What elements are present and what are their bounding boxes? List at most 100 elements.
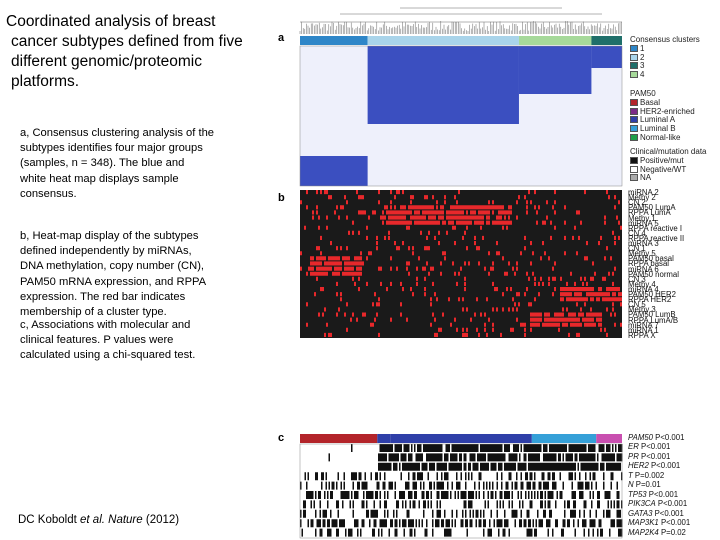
legend-swatch [630, 116, 638, 124]
legend-item: Negative/WT [630, 165, 706, 175]
feature-rows-frame [299, 443, 623, 539]
caption-line: consensus. [20, 187, 77, 200]
legend-swatch [630, 165, 638, 173]
legend-item: Positive/mut [630, 156, 706, 166]
cluster-bar-segment [518, 36, 592, 45]
feature-pvalue: P<0.001 [638, 451, 671, 461]
consensus-block [518, 46, 592, 94]
heatmap-row-label: CN 3 [628, 274, 646, 284]
heatmap-row-label: RPPA reactive II [628, 233, 685, 243]
feature-name: GATA3 [628, 508, 653, 518]
legend-swatch [630, 44, 638, 52]
legend-swatch [630, 62, 638, 70]
dendrogram [299, 7, 622, 34]
heatmap-row-label: PAM50 LumA [628, 203, 676, 213]
slide-title: Coordinated analysis of breast cancer su… [6, 12, 278, 92]
caption-line: calculated using a chi-squared test. [20, 349, 196, 362]
legend-title: Consensus clusters [630, 35, 700, 44]
feature-pvalue: P<0.001 [652, 508, 684, 518]
feature-pvalue: P=0.01 [633, 480, 661, 490]
legend-label: 1 [640, 43, 645, 53]
feature-row-label: GATA3 P<0.001 [628, 508, 684, 518]
consensus-block [367, 46, 519, 124]
feature-pvalue: P<0.001 [638, 442, 671, 452]
heatmap-row-label: RPPA basal [628, 259, 670, 269]
heatmap-row-label: Methy 4 [628, 279, 656, 289]
legend-label: Luminal A [640, 115, 676, 125]
citation: DC Koboldt et al. Nature (2012) [18, 514, 179, 526]
feature-name: ER [628, 442, 639, 452]
legend-item: Luminal B [630, 124, 695, 134]
legend-label: 3 [640, 61, 645, 71]
legend-swatch [630, 53, 638, 61]
cluster-bar-segment [591, 36, 622, 45]
feature-name: PR [628, 451, 639, 461]
feature-row-label: T P=0.002 [628, 471, 664, 480]
heatmap-row-label: RPPA LumA/B [628, 315, 679, 325]
feature-row-label: PIK3CA P<0.001 [628, 500, 687, 508]
caption-line: defined independently by miRNAs, [20, 245, 192, 258]
feature-row-label: HER2 P<0.001 [628, 462, 680, 470]
feature-name: HER2 [628, 461, 649, 471]
legend-swatch [630, 98, 638, 106]
legend-swatch [630, 133, 638, 141]
legend-item: NA [630, 173, 706, 183]
heatmap-row-label: RPPA HER2 [628, 295, 672, 305]
figure-graphics [299, 7, 623, 539]
legend-label: NA [640, 173, 652, 183]
caption-line: (samples, n = 348). The blue and [20, 157, 185, 170]
panel-label-a: a [278, 32, 285, 44]
feature-pvalue: P<0.001 [646, 489, 679, 499]
consensus-block [300, 156, 368, 186]
heatmap-row-label: miRNA 4 [628, 284, 659, 294]
legend-clinical: Clinical/mutation data Positive/mut Negat… [630, 147, 707, 183]
heatmap-row-label: CN 5 [628, 300, 646, 310]
heatmap-row-label: PAM50 HER2 [628, 290, 676, 300]
legend-label: Basal [640, 97, 661, 107]
slide-text-column: Coordinated analysis of breast cancer su… [0, 0, 280, 540]
feature-row-label: ER P<0.001 [628, 443, 670, 451]
feature-row-label: PAM50 P<0.001 [628, 434, 684, 442]
legend-label: Normal-like [640, 132, 681, 142]
caption-line: membership of a cluster type. [20, 306, 167, 319]
feature-row-label: MAP2K4 P=0.02 [628, 528, 686, 537]
heatmap-row-label: CN 2 [628, 198, 646, 208]
feature-name: N [628, 480, 634, 490]
pam50-bar-segment [390, 434, 532, 443]
caption-line: b, Heat-map display of the subtypes [20, 230, 199, 242]
caption-panel-c: c, Associations with molecular and clini… [20, 318, 265, 364]
feature-row-label: TP53 P<0.001 [628, 489, 679, 499]
feature-rows-cells [300, 444, 623, 537]
feature-pvalue: P<0.001 [658, 518, 691, 528]
title-line: different genomic/proteomic [11, 53, 202, 70]
feature-row-label: N P=0.01 [628, 481, 661, 489]
cluster-bar-segment [367, 36, 519, 45]
heatmap-row-label: PAM50 LumB [628, 310, 676, 320]
legend-label: 2 [640, 52, 645, 62]
legend-title: PAM50 [630, 89, 656, 98]
feature-row-label: PR P<0.001 [628, 451, 671, 461]
heatmap-row-label: RPPA X [628, 330, 656, 340]
heatmap-row-label: Methy 3 [628, 305, 656, 315]
legend-pam50: PAM50 Basal HER2-enriched Luminal A Luminal… [630, 89, 695, 143]
legend-items: Basal HER2-enriched Luminal A Luminal B Norm… [630, 97, 695, 143]
feature-pvalue: P<0.001 [655, 499, 688, 509]
membership-heatmap-cells [300, 190, 622, 337]
heatmap-row-label: miRNA 2 [628, 188, 659, 197]
heatmap-row-label: miRNA 5 [628, 218, 659, 228]
heatmap-row-label: PAM50 basal [628, 254, 674, 264]
feature-name: PAM50 [628, 433, 653, 442]
caption-line: DNA methylation, copy number (CN), [20, 260, 205, 273]
heatmap-row-label: miRNA 1 [628, 325, 659, 335]
heatmap-row-label: PAM50 normal [628, 269, 679, 279]
feature-pvalue: P<0.001 [653, 433, 685, 442]
legend-item: Basal [630, 97, 695, 108]
feature-name: MAP3K1 [628, 518, 659, 528]
legend-title: Clinical/mutation data [630, 147, 707, 156]
feature-pvalue: P<0.001 [648, 461, 681, 471]
pam50-bar-segment [531, 434, 597, 443]
pam50-bar-segment [377, 434, 391, 443]
title-line: Coordinated analysis of breast [6, 13, 216, 30]
legend-swatch [630, 107, 638, 115]
